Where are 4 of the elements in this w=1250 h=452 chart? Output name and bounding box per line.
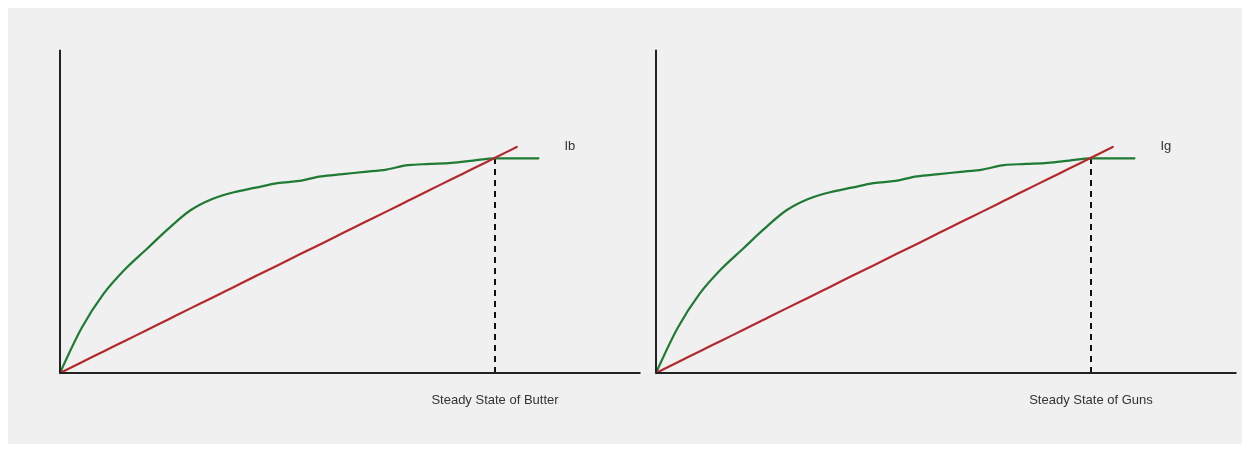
text: Ib	[564, 138, 576, 154]
text: Steady State of Guns	[1029, 392, 1154, 407]
text: Ig	[1160, 138, 1172, 154]
text: Steady State of Butter	[431, 392, 560, 407]
